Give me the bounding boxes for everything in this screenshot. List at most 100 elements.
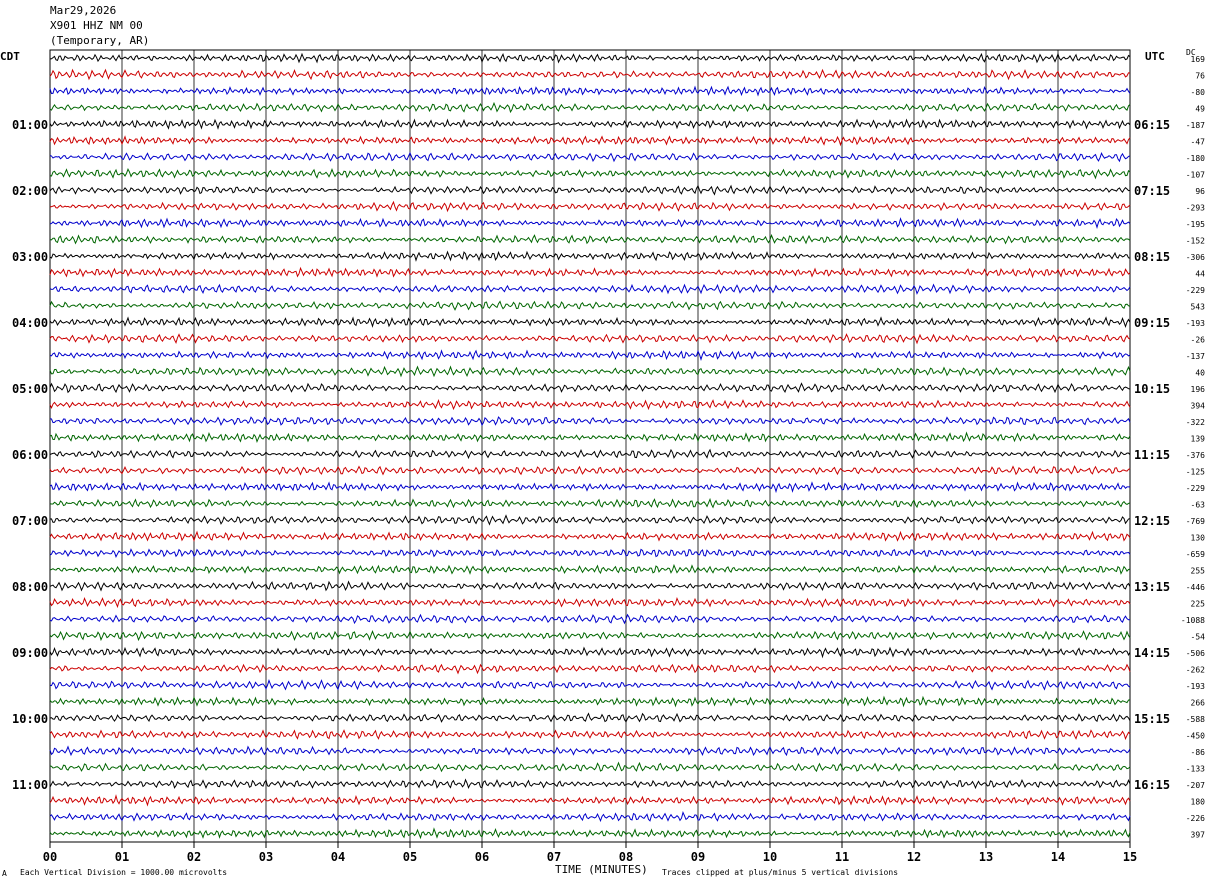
dc-offset-label: -86 [1191,748,1206,757]
dc-offset-label: -446 [1186,583,1205,592]
seismic-trace [49,678,1131,691]
dc-offset-label: -588 [1186,715,1205,724]
x-tick-label: 09 [691,850,705,864]
plot-frame [49,49,1131,843]
left-hour-label: 01:00 [12,118,48,132]
seismic-trace [49,761,1131,773]
seismic-trace [49,695,1131,708]
dc-offset-label: 44 [1195,270,1205,279]
x-tick-label: 02 [187,850,201,864]
seismic-trace [49,118,1131,130]
x-tick-label: 05 [403,850,417,864]
clip-note: Traces clipped at plus/minus 5 vertical … [662,868,899,877]
seismic-trace [49,217,1131,230]
seismic-trace [49,448,1131,460]
dc-offset-label: -229 [1186,484,1205,493]
right-hour-label: 12:15 [1134,514,1170,528]
left-hour-label: 11:00 [12,778,48,792]
seismic-trace [49,811,1131,823]
dc-offset-label: -659 [1186,550,1205,559]
seismic-trace [49,200,1131,213]
x-tick-label: 03 [259,850,273,864]
seismic-trace [49,398,1131,411]
x-tick-label: 14 [1051,850,1065,864]
dc-offset-label: 169 [1191,55,1206,64]
x-tick-label: 13 [979,850,993,864]
seismic-trace [49,316,1131,329]
seismic-trace [49,646,1131,659]
left-hour-label: 06:00 [12,448,48,462]
chart-date: Mar29,2026 [50,4,117,17]
dc-offset-label: -207 [1186,781,1205,790]
scale-note: Each Vertical Division = 1000.00 microvo… [20,868,228,877]
seismic-trace [49,85,1131,97]
left-hour-label: 02:00 [12,184,48,198]
dc-header-label: DC [1186,48,1196,57]
dc-offset-label: -125 [1186,468,1205,477]
right-timezone-label: UTC [1145,50,1165,63]
seismic-trace [49,333,1131,345]
dc-offset-label: 225 [1191,600,1206,609]
dc-offset-label: -187 [1186,121,1205,130]
right-hour-label: 10:15 [1134,382,1170,396]
right-hour-label: 08:15 [1134,250,1170,264]
seismic-trace [49,52,1131,64]
right-hour-label: 11:15 [1134,448,1170,462]
dc-offset-label: 266 [1191,699,1206,708]
left-timezone-label: CDT [0,50,20,63]
dc-offset-label: -376 [1186,451,1205,460]
x-tick-label: 08 [619,850,633,864]
dc-offset-label: 543 [1191,303,1206,312]
dc-offset-label: -107 [1186,171,1205,180]
seismic-trace [49,382,1131,394]
left-hour-label: 04:00 [12,316,48,330]
x-tick-label: 04 [331,850,345,864]
dc-offset-label: -1088 [1181,616,1205,625]
dc-offset-label: -193 [1186,682,1205,691]
dc-offset-label: -193 [1186,319,1205,328]
dc-offset-label: -293 [1186,204,1205,213]
right-hour-label: 15:15 [1134,712,1170,726]
right-hour-label: 14:15 [1134,646,1170,660]
seismic-trace [49,712,1131,723]
left-hour-label: 03:00 [12,250,48,264]
seismic-trace [49,300,1131,311]
x-axis-title: TIME (MINUTES) [555,863,648,876]
dc-offset-label: 196 [1191,385,1206,394]
seismic-trace [49,365,1131,378]
seismic-trace [49,745,1131,757]
left-hour-label: 07:00 [12,514,48,528]
seismic-trace [49,514,1131,526]
seismic-trace [49,827,1131,840]
seismic-trace [49,663,1131,675]
seismic-trace [49,497,1131,509]
seismic-trace [49,563,1131,575]
dc-offset-label: -450 [1186,732,1205,741]
seismic-trace [49,266,1131,279]
dc-offset-label: -506 [1186,649,1205,658]
right-hour-label: 07:15 [1134,184,1170,198]
chart-location: (Temporary, AR) [50,34,150,47]
dc-offset-label: -137 [1186,352,1205,361]
x-tick-label: 11 [835,850,849,864]
dc-offset-label: 397 [1191,831,1206,840]
seismic-trace [49,250,1131,262]
left-hour-label: 08:00 [12,580,48,594]
left-hour-label: 05:00 [12,382,48,396]
seismic-trace [49,530,1131,542]
dc-offset-label: 96 [1195,187,1205,196]
dc-offset-label: -80 [1191,88,1206,97]
dc-offset-label: -47 [1191,138,1206,147]
dc-offset-label: -262 [1186,666,1205,675]
dc-offset-label: -322 [1186,418,1205,427]
seismic-trace [49,151,1131,163]
seismic-trace [49,580,1131,592]
seismic-trace [49,184,1131,196]
seismic-trace [49,233,1131,245]
dc-offset-label: -26 [1191,336,1206,345]
seismic-trace [49,548,1131,558]
seismic-trace [49,481,1130,494]
seismic-trace [49,778,1131,790]
x-tick-label: 07 [547,850,561,864]
